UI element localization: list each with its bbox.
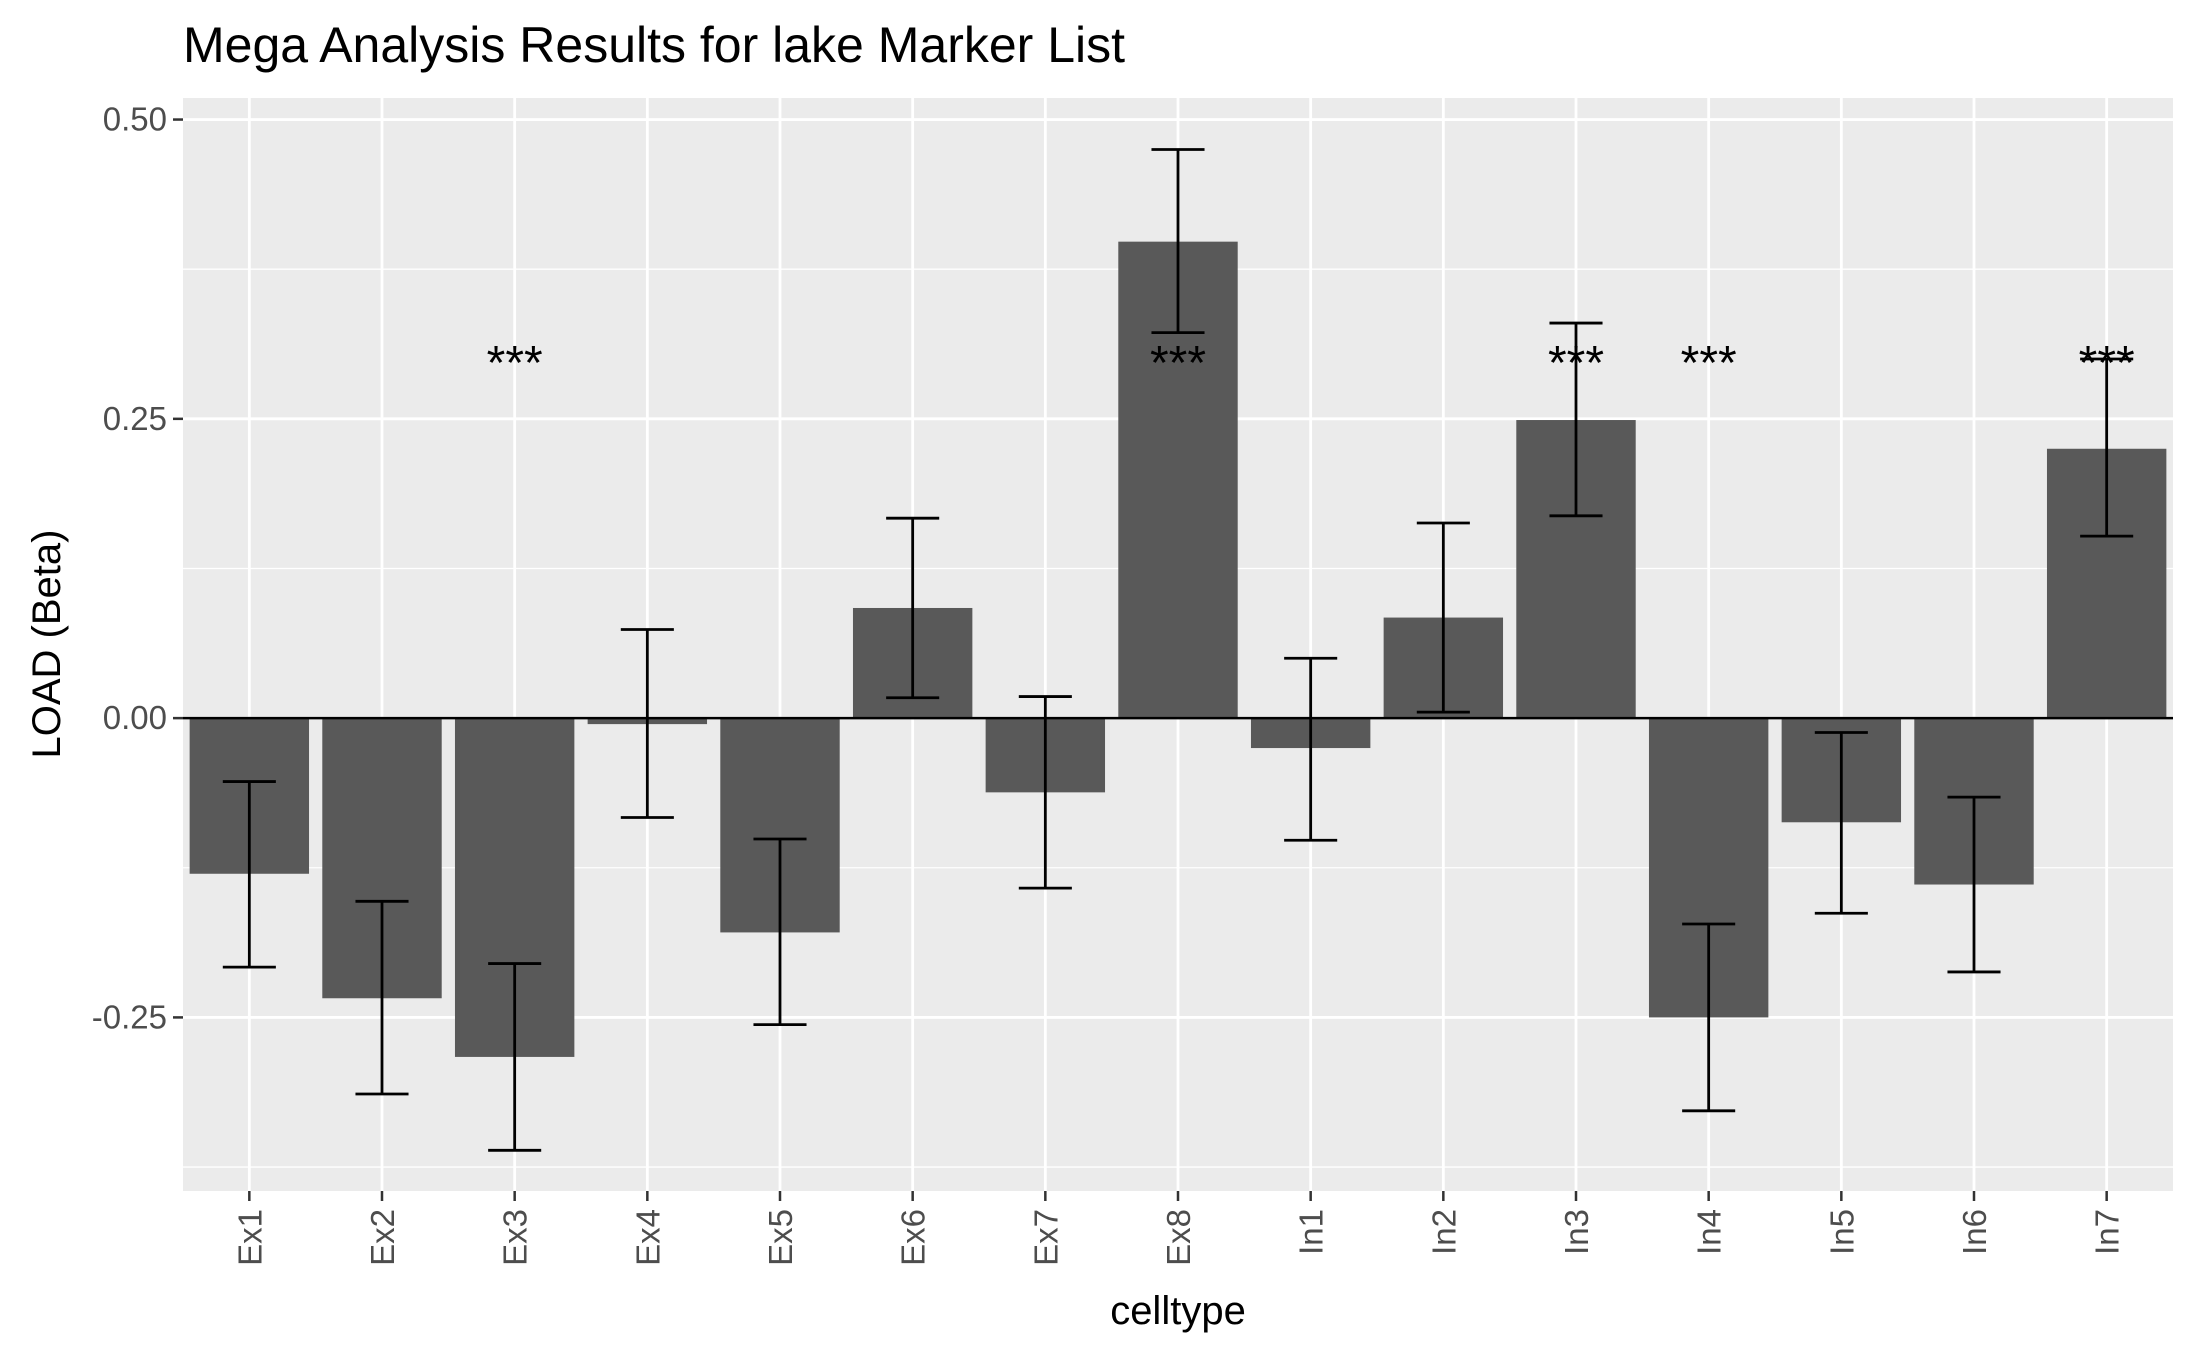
significance-label-ex3: *** <box>487 337 543 390</box>
errorbar-ex7 <box>1018 695 1072 890</box>
significance-label-in4: *** <box>1681 337 1737 390</box>
y-tick-label: 0.50 <box>103 101 167 138</box>
error-bars <box>222 148 2134 1152</box>
x-tick-label-ex6: Ex6 <box>895 1209 932 1266</box>
errorbar-ex4 <box>620 628 674 819</box>
x-tick-label-ex8: Ex8 <box>1160 1209 1197 1266</box>
x-tick-label-ex5: Ex5 <box>762 1209 799 1266</box>
x-tick-label-in4: In4 <box>1691 1209 1728 1255</box>
errorbar-ex6 <box>886 516 940 700</box>
x-tick-label-in7: In7 <box>2089 1209 2126 1255</box>
y-tick-label: -0.25 <box>92 998 167 1035</box>
errorbar-in3 <box>1549 321 1603 518</box>
errorbar-in6 <box>1947 795 2001 974</box>
x-axis: Ex1 Ex2 Ex3 Ex4 Ex5 Ex6 Ex7 Ex8 In1 In2 In3 In4 In5 I… <box>231 1191 2126 1266</box>
errorbar-in7 <box>2080 357 2134 538</box>
chart-title: Mega Analysis Results for lake Marker Li… <box>183 17 1125 73</box>
significance-markers: *** *** *** *** *** <box>487 337 2135 390</box>
x-tick-label-ex1: Ex1 <box>231 1209 268 1266</box>
x-tick-label-ex4: Ex4 <box>629 1209 666 1266</box>
y-tick-label: 0.00 <box>103 699 167 736</box>
x-tick-label-ex7: Ex7 <box>1027 1209 1064 1266</box>
errorbar-ex2 <box>355 899 409 1096</box>
y-axis-title: LOAD (Beta) <box>25 530 69 759</box>
errorbar-ex1 <box>222 780 276 969</box>
errorbar-ex8 <box>1151 148 1205 335</box>
x-tick-label-in5: In5 <box>1823 1209 1860 1255</box>
significance-label-ex8: *** <box>1150 337 1206 390</box>
errorbar-in4 <box>1682 922 1736 1113</box>
y-axis: -0.25 0.00 0.25 0.50 <box>92 101 183 1035</box>
x-tick-label-ex3: Ex3 <box>497 1209 534 1266</box>
x-tick-label-in2: In2 <box>1425 1209 1462 1255</box>
errorbar-in5 <box>1814 731 1868 915</box>
errorbar-ex5 <box>753 837 807 1026</box>
x-tick-label-in6: In6 <box>1956 1209 1993 1255</box>
y-tick-label: 0.25 <box>103 400 167 437</box>
errorbar-in1 <box>1284 656 1338 842</box>
significance-label-in3: *** <box>1548 337 1604 390</box>
x-tick-label-ex2: Ex2 <box>364 1209 401 1266</box>
x-tick-label-in3: In3 <box>1558 1209 1595 1255</box>
errorbar-ex3 <box>488 962 542 1152</box>
bars <box>189 241 2167 1057</box>
significance-label-in7: *** <box>2079 337 2135 390</box>
errorbar-in2 <box>1416 521 1470 714</box>
x-axis-title: celltype <box>1110 1289 1246 1333</box>
x-tick-label-in1: In1 <box>1293 1209 1330 1255</box>
